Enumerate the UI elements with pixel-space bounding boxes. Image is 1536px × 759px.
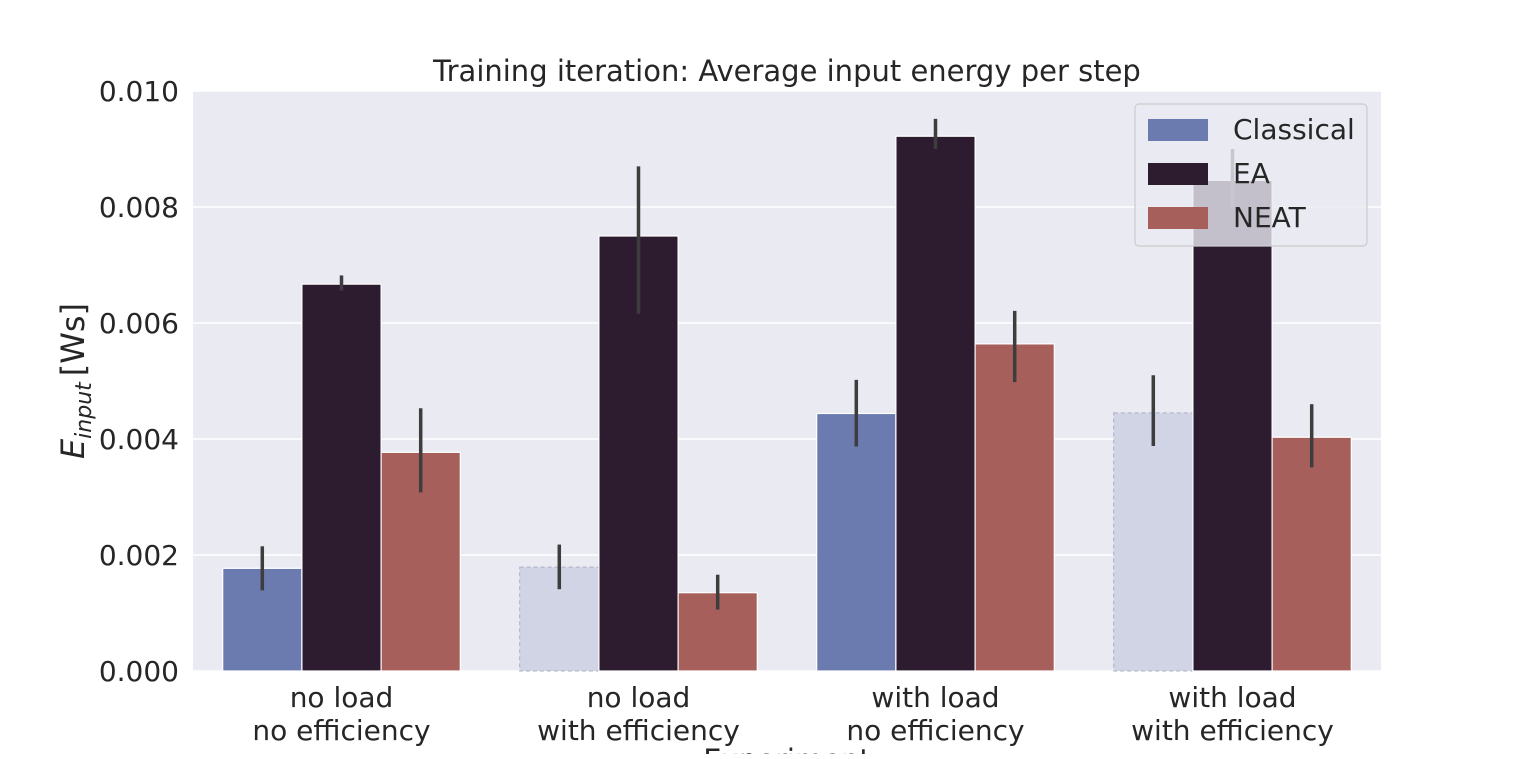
y-tick-label: 0.010 — [99, 75, 179, 108]
x-tick-label: no load — [290, 681, 394, 714]
y-tick-label: 0.002 — [99, 539, 179, 572]
x-tick-label: with load — [871, 681, 999, 714]
y-axis-label-unit: [Ws] — [54, 303, 92, 376]
y-tick-label: 0.004 — [99, 423, 179, 456]
x-tick-label: with load — [1168, 681, 1296, 714]
bar-classical-3 — [1113, 412, 1194, 672]
bar-classical-2 — [816, 412, 897, 672]
y-axis-label-subscript: input — [72, 381, 97, 439]
y-tick-label: 0.008 — [99, 191, 179, 224]
legend-label-neat: NEAT — [1233, 201, 1307, 234]
bar-ea-0 — [301, 283, 382, 672]
x-tick-label: no efficiency — [846, 714, 1024, 747]
chart-title: Training iteration: Average input energy… — [432, 54, 1141, 88]
x-tick-label: with efficiency — [1131, 714, 1334, 747]
y-tick-label: 0.006 — [99, 307, 179, 340]
legend-label-ea: EA — [1233, 157, 1270, 190]
legend-swatch-ea — [1148, 163, 1208, 185]
bar-neat-3 — [1271, 436, 1352, 672]
x-tick-label: no efficiency — [252, 714, 430, 747]
y-tick-labels: 0.000 0.002 0.004 0.006 0.008 0.010 — [99, 75, 179, 688]
bars — [222, 135, 1352, 672]
x-axis-label: Experiment — [703, 743, 871, 754]
bar-ea-3 — [1192, 179, 1273, 672]
y-axis-label: Einput [Ws] — [54, 303, 97, 459]
y-tick-label: 0.000 — [99, 655, 179, 688]
legend: Classical EA NEAT — [1134, 103, 1368, 247]
bar-ea-2 — [895, 135, 976, 672]
legend-label-classical: Classical — [1233, 113, 1355, 146]
y-axis-label-main: E — [54, 438, 92, 459]
x-tick-label: with efficiency — [537, 714, 740, 747]
legend-swatch-classical — [1148, 119, 1208, 141]
legend-swatch-neat — [1148, 207, 1208, 229]
x-tick-label: no load — [587, 681, 691, 714]
bar-neat-2 — [974, 343, 1055, 672]
